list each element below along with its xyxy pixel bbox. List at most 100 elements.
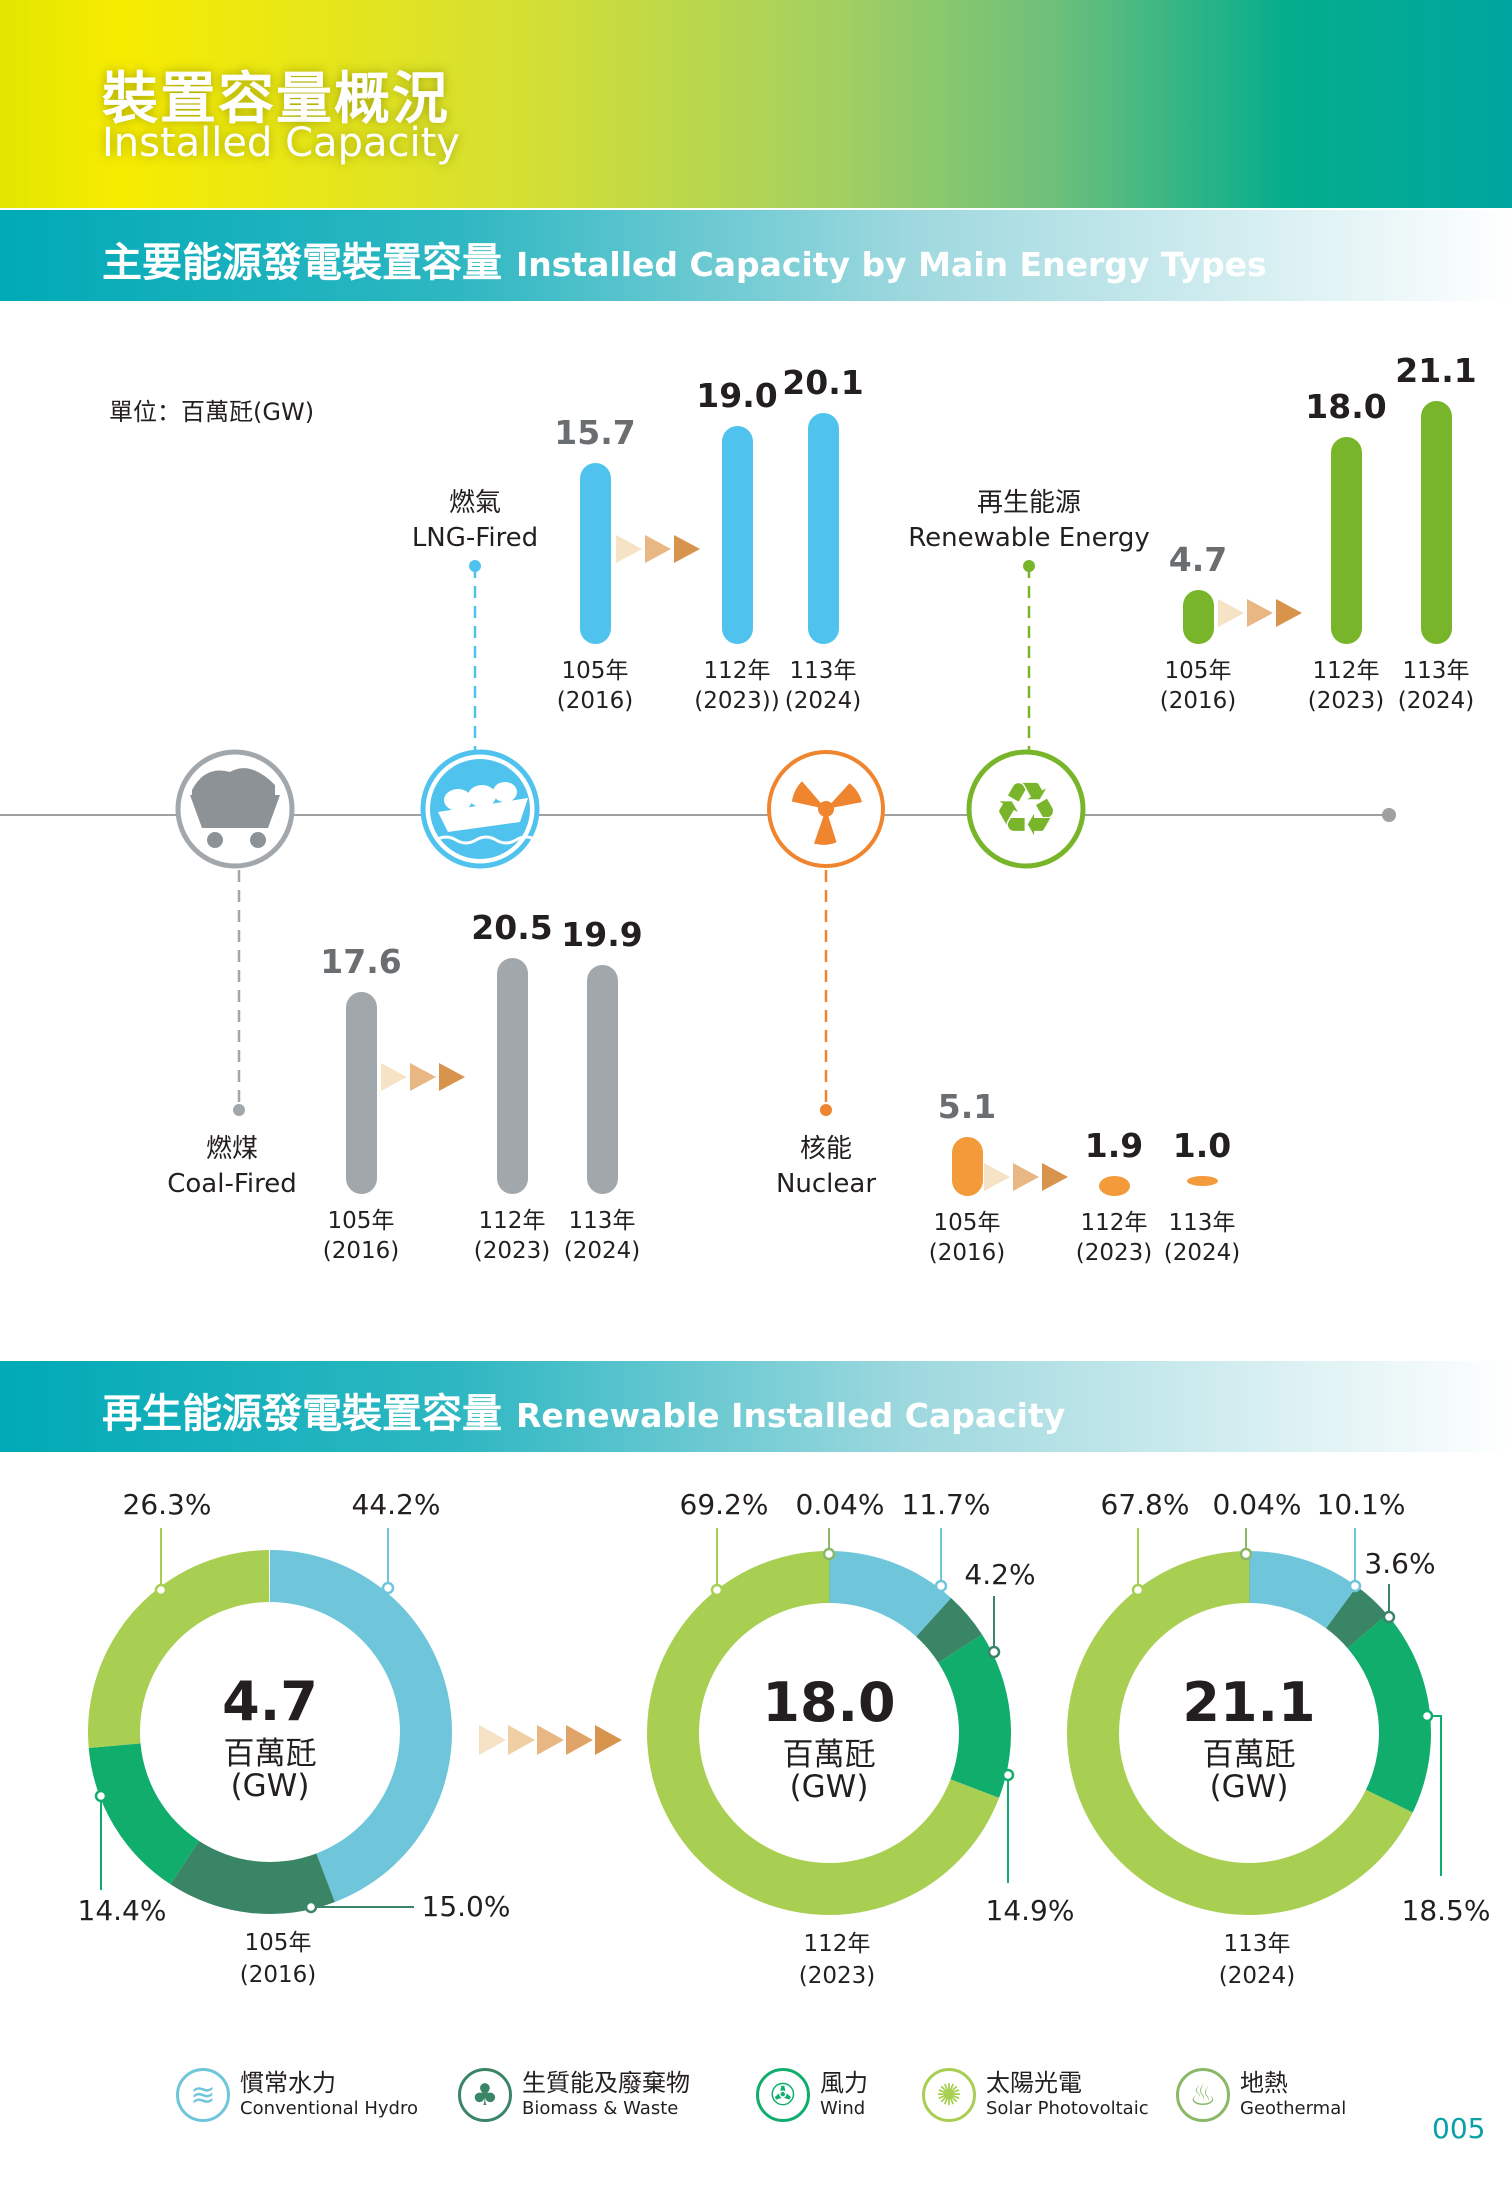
year-roc: 112年 xyxy=(803,1931,871,1957)
coal-year-label: 112年 (2023) xyxy=(474,1206,550,1266)
header-title-en: Installed Capacity xyxy=(102,120,460,166)
section2-title-zh: 再生能源發電裝置容量 xyxy=(102,1391,502,1437)
arrow-chevron xyxy=(595,1725,622,1755)
arrow-chevron xyxy=(439,1063,465,1091)
leader-dot xyxy=(710,1583,724,1597)
donut-segment-wind xyxy=(1347,1614,1432,1813)
section1-title-en: Installed Capacity by Main Energy Types xyxy=(515,245,1267,284)
year-roc: 113年 xyxy=(789,658,857,684)
renewable-bar xyxy=(1421,401,1452,644)
lng-label-en: LNG-Fired xyxy=(411,523,539,553)
year-roc: 113年 xyxy=(1168,1210,1236,1236)
donut-segment-geothermal xyxy=(829,1551,830,1604)
wind-turbine-icon: ✇ xyxy=(756,2068,810,2122)
arrow-chevron xyxy=(479,1725,506,1755)
renewable-value-label: 18.0 xyxy=(1305,387,1387,426)
leader-dot xyxy=(381,1581,395,1595)
donut-unit-zh: 百萬瓩 xyxy=(782,1737,876,1773)
renewable-label: 再生能源 Renewable Energy xyxy=(908,486,1150,556)
year-ad: (2023) xyxy=(1075,1240,1153,1266)
donut-unit-en: (GW) xyxy=(230,1768,310,1804)
legend-label-en: Wind xyxy=(820,2098,866,2119)
legend-label-zh: 太陽光電 xyxy=(986,2069,1082,2097)
lng-year-label: 112年 (2023)) xyxy=(694,656,779,716)
arrow-chevron xyxy=(508,1725,535,1755)
renewable-value-label: 21.1 xyxy=(1395,351,1477,391)
lng-label: 燃氣 LNG-Fired xyxy=(412,486,538,556)
lng-bar xyxy=(722,425,753,644)
pct-label-hydro: 11.7% xyxy=(901,1488,991,1521)
leader-dot xyxy=(1382,1610,1396,1624)
legend-label-zh: 地熱 xyxy=(1240,2069,1288,2097)
legend-label-en: Biomass & Waste xyxy=(522,2098,679,2119)
donut-unit-en: (GW) xyxy=(789,1769,869,1805)
year-roc: 105年 xyxy=(1164,658,1232,684)
year-ad: (2016) xyxy=(556,688,634,714)
pct-label-hydro: 10.1% xyxy=(1316,1488,1406,1521)
renewable-year-label: 112年 (2023) xyxy=(1308,656,1384,716)
pct-label-hydro: 44.2% xyxy=(351,1488,441,1521)
donut-unit-en: (GW) xyxy=(1209,1769,1289,1805)
lng-value-label: 20.1 xyxy=(782,362,864,402)
section2-title-en: Renewable Installed Capacity xyxy=(515,1396,1066,1435)
legend-label-en: Solar Photovoltaic xyxy=(986,2098,1149,2119)
leader-dot xyxy=(304,1900,318,1914)
leader-dot xyxy=(1001,1768,1015,1782)
pct-label-solar: 67.8% xyxy=(1100,1488,1190,1521)
arrow-chevron xyxy=(674,535,700,563)
arrow-chevron xyxy=(1042,1163,1068,1191)
coal-bar xyxy=(346,991,377,1194)
lng-year-label: 105年 (2016) xyxy=(557,656,633,716)
progress-arrows xyxy=(381,535,1302,1191)
solar-sun-icon: ✺ xyxy=(922,2068,976,2122)
leader-dot xyxy=(987,1645,1001,1659)
renewable-connector-dot xyxy=(1023,560,1035,572)
arrow-chevron xyxy=(410,1063,436,1091)
donut-segment-solar xyxy=(87,1550,270,1748)
pct-label-biomass: 15.0% xyxy=(421,1890,511,1923)
renewable-bar xyxy=(1331,437,1362,644)
nuclear-label-en: Nuclear xyxy=(775,1169,877,1199)
pct-label-wind: 14.4% xyxy=(77,1894,167,1927)
nuclear-bar xyxy=(1099,1176,1130,1196)
leader-dot xyxy=(822,1547,836,1561)
donut-segment-hydro xyxy=(1249,1551,1357,1629)
legend-text: 地熱 Geothermal xyxy=(1240,2069,1346,2121)
page-number: 005 xyxy=(1432,2112,1486,2145)
year-roc: 105年 xyxy=(933,1210,1001,1236)
coal-bar xyxy=(497,958,528,1194)
leader-dot xyxy=(154,1583,168,1597)
nuclear-connector-dot xyxy=(820,1104,832,1116)
arrow-chevron xyxy=(1218,599,1244,627)
arrow-chevron xyxy=(381,1063,407,1091)
arrow-chevron xyxy=(537,1725,564,1755)
pct-label-geothermal: 0.04% xyxy=(1212,1488,1302,1521)
nuclear-label-zh: 核能 xyxy=(799,1134,853,1164)
legend-label-zh: 生質能及廢棄物 xyxy=(522,2069,690,2097)
coal-cart-icon xyxy=(175,749,295,869)
timeline-end-dot xyxy=(1382,808,1396,822)
year-roc: 113年 xyxy=(568,1208,636,1234)
donut-segment-hydro xyxy=(829,1551,952,1637)
arrow-chevron xyxy=(616,535,642,563)
section1-banner: 主要能源發電裝置容量 Installed Capacity by Main En… xyxy=(0,210,1512,301)
year-roc: 112年 xyxy=(1080,1210,1148,1236)
geothermal-icon: ♨ xyxy=(1176,2068,1230,2122)
biomass-bag-icon: ♣ xyxy=(458,2068,512,2122)
pct-label-biomass: 3.6% xyxy=(1364,1547,1436,1580)
year-roc: 112年 xyxy=(1312,658,1380,684)
coal-connector-dot xyxy=(233,1104,245,1116)
year-ad: (2024) xyxy=(1218,1963,1296,1989)
lng-value-label: 19.0 xyxy=(696,375,778,415)
coal-bar xyxy=(587,965,618,1194)
year-roc: 105年 xyxy=(561,658,629,684)
unit-label: 單位：百萬瓩(GW) xyxy=(109,398,315,426)
nuclear-year-label: 113年 (2024) xyxy=(1164,1208,1240,1268)
renewable-year-label: 105年 (2016) xyxy=(1160,656,1236,716)
coal-value-label: 20.5 xyxy=(471,908,553,948)
pct-label-geothermal: 0.04% xyxy=(795,1488,885,1521)
donut-unit-zh: 百萬瓩 xyxy=(1202,1737,1296,1773)
legend-item-solar: ✺ 太陽光電 Solar Photovoltaic xyxy=(922,2068,1149,2122)
legend-item-hydro: ≋ 慣常水力 Conventional Hydro xyxy=(176,2068,418,2122)
